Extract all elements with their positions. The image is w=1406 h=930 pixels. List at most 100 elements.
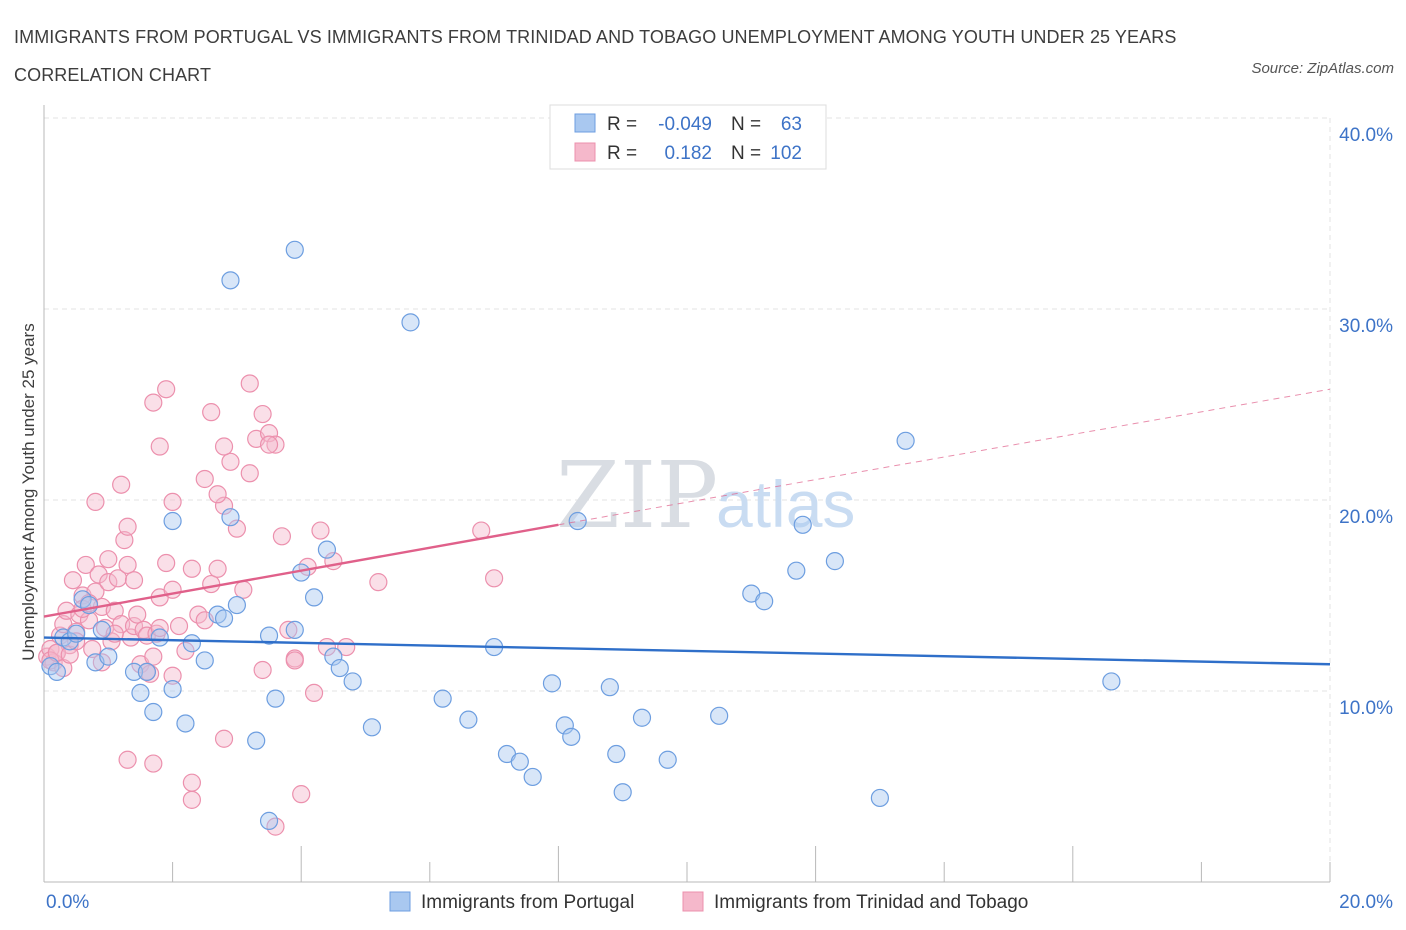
- trend-lines: [43, 388, 1331, 666]
- trend-trinidad: [43, 523, 559, 618]
- point-trinidad: [86, 492, 105, 512]
- point-portugal: [433, 689, 452, 708]
- chart-title: IMMIGRANTS FROM PORTUGAL VS IMMIGRANTS F…: [14, 27, 1177, 85]
- point-portugal: [542, 674, 562, 693]
- point-portugal: [710, 706, 729, 725]
- point-portugal: [510, 752, 529, 771]
- point-trinidad: [272, 527, 292, 546]
- point-trinidad: [76, 555, 95, 575]
- point-portugal: [1102, 672, 1121, 691]
- point-portugal: [214, 609, 234, 628]
- legend-r-label: R =: [607, 114, 637, 135]
- legend-r-portugal: -0.049: [658, 114, 712, 135]
- point-portugal: [124, 662, 144, 682]
- point-portugal: [144, 702, 163, 722]
- point-trinidad: [157, 380, 176, 399]
- point-portugal: [195, 651, 214, 670]
- point-trinidad: [208, 559, 227, 578]
- point-trinidad: [208, 485, 227, 504]
- correlation-legend: R = -0.049 N = 63 R = 0.182 N = 102: [549, 104, 827, 170]
- point-trinidad: [485, 569, 504, 588]
- y-tick-label: 40.0%: [1339, 125, 1393, 146]
- point-portugal: [221, 508, 240, 527]
- point-trinidad: [227, 519, 246, 538]
- point-trinidad: [182, 559, 201, 578]
- trend-portugal: [43, 636, 1331, 666]
- y-tick-label: 20.0%: [1339, 507, 1393, 528]
- point-portugal: [330, 658, 349, 678]
- point-trinidad: [292, 785, 311, 804]
- bottom-legend-swatch-trinidad: [682, 891, 704, 912]
- point-trinidad: [253, 660, 272, 680]
- legend-n-label: N =: [731, 143, 761, 164]
- point-portugal: [607, 744, 626, 764]
- legend-swatch-trinidad: [574, 142, 596, 162]
- point-trinidad: [140, 664, 160, 683]
- point-trinidad: [195, 469, 214, 489]
- point-portugal: [568, 511, 587, 531]
- series-legend: Immigrants from Portugal Immigrants from…: [389, 891, 1028, 913]
- point-trinidad: [83, 639, 102, 659]
- point-portugal: [555, 716, 574, 735]
- point-trinidad: [157, 553, 176, 573]
- point-trinidad: [266, 435, 285, 454]
- watermark-atlas: atlas: [716, 467, 855, 541]
- point-trinidad: [128, 605, 147, 624]
- point-portugal: [324, 647, 343, 666]
- point-portugal: [562, 727, 581, 746]
- watermark-zip: ZIP: [556, 442, 718, 549]
- legend-n-label: N =: [731, 114, 761, 135]
- point-trinidad: [240, 374, 259, 393]
- point-trinidad: [214, 437, 234, 456]
- series-trinidad-points: [38, 374, 504, 836]
- point-trinidad: [124, 571, 144, 590]
- point-trinidad: [259, 435, 279, 454]
- point-portugal: [227, 595, 246, 615]
- point-portugal: [755, 592, 774, 611]
- axes: [43, 105, 1331, 883]
- point-portugal: [131, 683, 150, 703]
- point-trinidad: [163, 492, 182, 512]
- y-tick-label: 10.0%: [1339, 698, 1393, 719]
- legend-r-trinidad: 0.182: [664, 143, 712, 164]
- point-trinidad: [112, 475, 131, 494]
- point-portugal: [343, 672, 362, 691]
- point-trinidad: [99, 550, 118, 569]
- point-trinidad: [144, 754, 163, 773]
- point-portugal: [523, 767, 542, 787]
- point-trinidad: [63, 571, 83, 590]
- point-portugal: [266, 689, 285, 708]
- point-trinidad: [144, 393, 163, 412]
- point-portugal: [285, 620, 304, 639]
- point-trinidad: [108, 569, 128, 588]
- point-trinidad: [124, 616, 144, 636]
- point-trinidad: [150, 437, 169, 456]
- point-portugal: [825, 552, 844, 571]
- point-portugal: [259, 626, 279, 645]
- point-trinidad: [214, 729, 234, 748]
- point-portugal: [67, 624, 86, 643]
- point-portugal: [362, 718, 382, 737]
- point-portugal: [793, 515, 812, 534]
- point-trinidad: [176, 641, 195, 660]
- point-portugal: [317, 540, 337, 559]
- point-portugal: [632, 708, 652, 727]
- point-portugal: [79, 595, 99, 615]
- point-trinidad: [182, 790, 201, 809]
- legend-n-portugal: 63: [781, 114, 802, 135]
- legend-r-label: R =: [607, 143, 637, 164]
- legend-swatch-portugal: [574, 113, 596, 133]
- point-trinidad: [253, 404, 272, 424]
- point-trinidad: [89, 565, 108, 584]
- point-portugal: [221, 271, 240, 290]
- legend-box: [549, 104, 827, 170]
- point-trinidad: [182, 773, 201, 792]
- point-portugal: [658, 750, 677, 769]
- series-portugal-points: [41, 240, 1121, 830]
- point-portugal: [870, 788, 890, 808]
- point-trinidad: [279, 620, 298, 639]
- point-trinidad: [240, 464, 259, 483]
- point-portugal: [176, 714, 195, 733]
- bottom-legend-portugal: Immigrants from Portugal: [421, 892, 634, 913]
